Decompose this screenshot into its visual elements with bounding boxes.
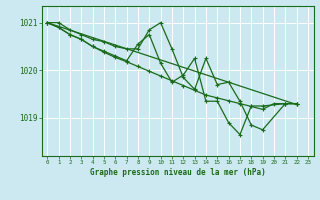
X-axis label: Graphe pression niveau de la mer (hPa): Graphe pression niveau de la mer (hPa) <box>90 168 266 177</box>
